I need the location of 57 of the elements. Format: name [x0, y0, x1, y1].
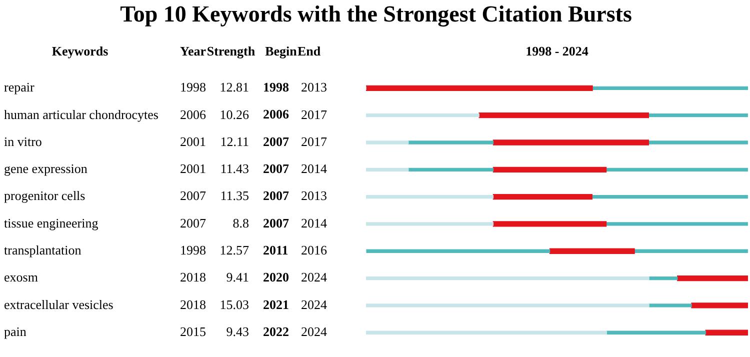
y-tick-label: repair [4, 80, 35, 95]
text: 15.03 [220, 296, 249, 312]
text: 2017 [301, 134, 328, 149]
text: 2007 [263, 161, 290, 176]
text: 10.26 [220, 106, 250, 122]
text: 2018 [180, 296, 206, 312]
y-tick-label: extracellular vesicles [4, 296, 114, 312]
text: 2011 [263, 242, 288, 258]
text: Year [180, 43, 206, 58]
text: 12.57 [220, 242, 250, 258]
text: 2022 [263, 324, 289, 339]
text: 2006 [180, 106, 206, 122]
y-tick-label: exosm [4, 270, 38, 285]
text: 9.43 [226, 324, 249, 340]
text: 2020 [263, 270, 289, 285]
text: 11.35 [220, 188, 249, 204]
text: 2001 [180, 161, 206, 176]
x-axis-title: 1998 - 2024 [526, 43, 589, 58]
chart-title: Top 10 Keywords with the Strongest Citation Bursts [120, 2, 632, 28]
text: 1998 [180, 80, 206, 95]
y-axis-title: Keywords [52, 43, 108, 58]
text: 2018 [180, 270, 206, 285]
text: 2007 [180, 188, 206, 204]
text: 2006 [263, 106, 290, 122]
text: Strength [206, 43, 256, 58]
text: 2007 [263, 215, 290, 230]
y-tick-label: tissue engineering [4, 215, 99, 230]
y-tick-label: gene expression [4, 161, 88, 176]
text: 2024 [301, 270, 328, 285]
text: Begin [265, 43, 298, 58]
text: 2014 [301, 161, 328, 176]
text: 2013 [301, 188, 327, 204]
text: 2007 [263, 188, 290, 204]
y-tick-label: human articular chondrocytes [4, 106, 158, 122]
text: 2021 [263, 296, 289, 312]
text: End [297, 43, 322, 58]
y-tick-label: in vitro [4, 134, 42, 149]
text: 2024 [301, 296, 328, 312]
text: 2016 [301, 242, 328, 258]
text: 9.41 [226, 270, 249, 285]
y-tick-label: transplantation [4, 242, 82, 258]
y-tick-label: progenitor cells [4, 188, 86, 204]
text: 12.81 [220, 80, 249, 95]
text: 8.8 [232, 215, 249, 230]
text: 2001 [180, 134, 206, 149]
y-tick-label: pain [4, 324, 27, 340]
text: 2017 [301, 106, 328, 122]
text: 2013 [301, 80, 327, 95]
text: 2007 [180, 215, 206, 230]
text: 1998 [180, 242, 206, 258]
text: 1998 [263, 80, 290, 95]
text: 2007 [263, 134, 290, 149]
text: 2024 [301, 324, 328, 340]
text: 11.43 [220, 161, 249, 176]
text: 2015 [180, 324, 206, 340]
text: 2014 [301, 215, 328, 230]
text: 12.11 [220, 134, 249, 149]
